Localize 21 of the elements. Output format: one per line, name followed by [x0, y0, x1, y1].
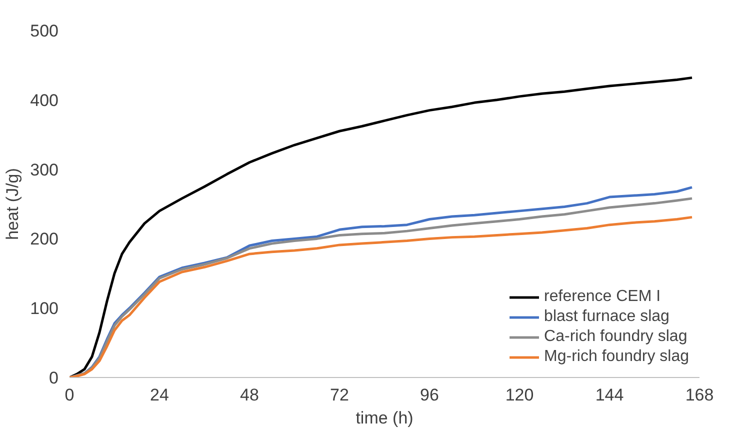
y-axis-title: heat (J/g) [3, 168, 22, 240]
y-tick-label: 500 [30, 22, 59, 40]
x-tick-label: 48 [240, 386, 259, 404]
x-tick-label: 24 [150, 386, 169, 404]
legend-label: Mg-rich foundry slag [544, 348, 689, 366]
legend-label: reference CEM I [544, 288, 661, 306]
legend-label: blast furnace slag [544, 308, 670, 326]
x-tick-label: 120 [505, 386, 534, 404]
y-tick-label: 100 [30, 299, 59, 318]
x-tick-label: 72 [330, 386, 349, 404]
legend-label: Ca-rich foundry slag [544, 328, 688, 346]
y-tick-label: 400 [30, 90, 59, 110]
x-tick-label: 96 [420, 386, 439, 404]
x-tick-label: 168 [685, 386, 714, 404]
y-tick-label: 200 [30, 230, 59, 249]
x-tick-label: 0 [64, 386, 74, 404]
x-axis-title: time (h) [356, 408, 414, 428]
y-tick-label: 300 [30, 160, 59, 180]
y-tick-label: 0 [49, 368, 59, 388]
x-tick-label: 144 [595, 386, 624, 404]
line-series [70, 76, 694, 378]
